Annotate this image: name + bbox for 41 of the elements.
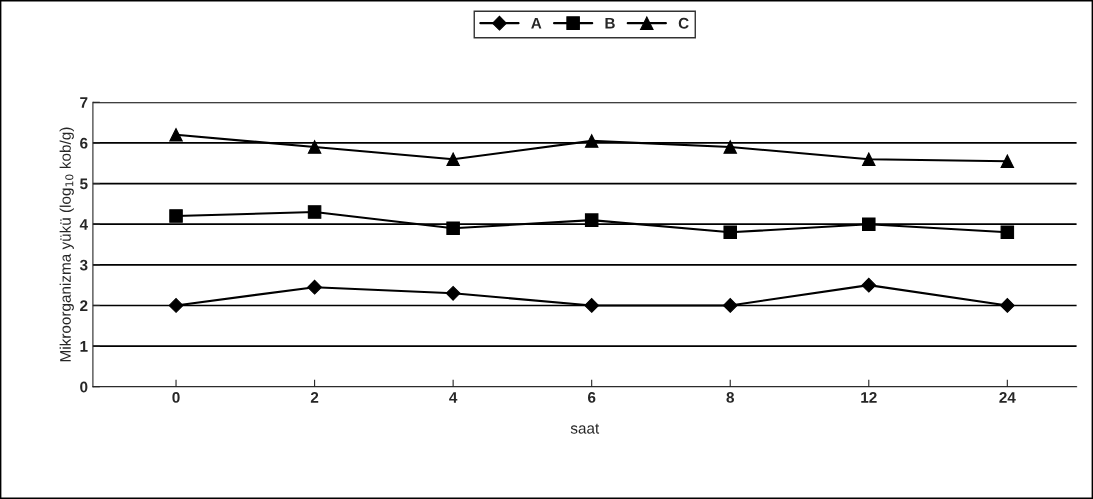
point	[169, 128, 183, 142]
x-tick-label: 4	[449, 392, 458, 403]
point	[723, 225, 737, 240]
legend-label: B	[605, 17, 615, 29]
point	[862, 152, 876, 166]
point	[446, 152, 460, 166]
x-tick-label: 2	[310, 391, 319, 403]
point	[1000, 154, 1015, 168]
y-tick-label: 7	[80, 97, 88, 108]
point	[445, 285, 461, 301]
x-tick-label: 6	[587, 391, 596, 403]
legend-label: A	[531, 17, 542, 29]
y-tick-label: 1	[80, 341, 88, 352]
x-tick-label: 12	[861, 391, 877, 403]
point	[862, 217, 876, 231]
y-tick-label: 2	[80, 300, 88, 311]
point	[169, 209, 183, 223]
point	[999, 298, 1015, 313]
point	[307, 279, 322, 295]
point	[446, 221, 460, 236]
y-tick-label: 4	[79, 219, 88, 230]
x-tick-label: 24	[999, 391, 1016, 403]
legend-label: C	[678, 17, 689, 29]
y-tick-label: 6	[80, 137, 88, 149]
x-tick-label: 8	[726, 391, 735, 403]
point	[307, 140, 322, 154]
point	[168, 298, 184, 313]
point	[722, 298, 738, 313]
point	[723, 140, 737, 154]
y-tick-label: 3	[79, 259, 88, 271]
y-axis-title: Mikroorganizma yükü (log$_{10}$ kob/g)	[59, 127, 74, 362]
y-tick-label: 0	[80, 381, 88, 393]
y-tick-label: 5	[80, 178, 88, 190]
point	[584, 298, 600, 313]
point	[1000, 225, 1015, 240]
x-tick-label: 0	[172, 391, 180, 403]
point	[584, 134, 599, 148]
point	[861, 277, 877, 293]
point	[584, 213, 599, 227]
x-axis-title: saat	[570, 423, 600, 434]
point	[307, 205, 322, 219]
